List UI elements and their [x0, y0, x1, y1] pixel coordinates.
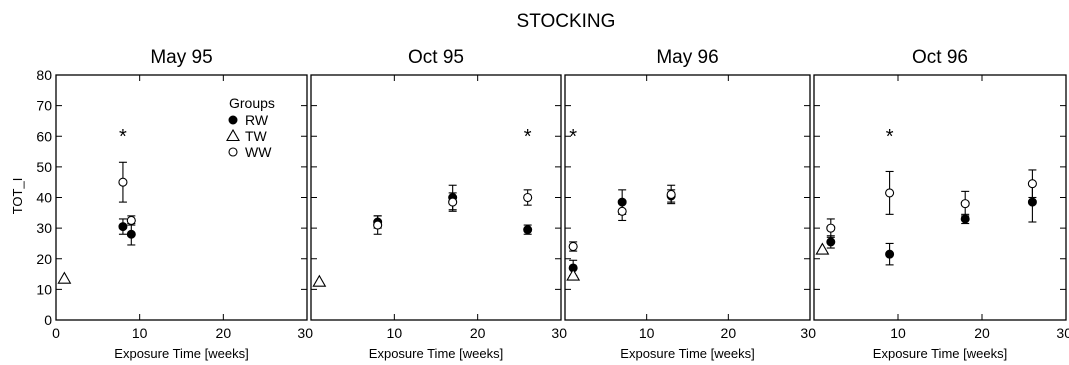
- y-tick-label: 50: [36, 159, 52, 175]
- legend-marker-tw: [226, 128, 240, 142]
- legend-label-ww: WW: [245, 144, 272, 160]
- point-ww: [666, 189, 676, 199]
- x-tick-label: 30: [297, 325, 313, 341]
- x-tick-label: 30: [551, 325, 567, 341]
- point-rw: [1027, 197, 1037, 207]
- point-rw: [523, 225, 533, 235]
- point-ww: [617, 206, 627, 216]
- x-tick-label: 20: [721, 325, 737, 341]
- point-rw: [118, 222, 128, 232]
- x-tick-label: 0: [52, 325, 60, 341]
- significance-marker: *: [886, 126, 894, 148]
- significance-marker: *: [119, 126, 127, 148]
- x-tick-label: 20: [470, 325, 486, 341]
- panel-title: May 96: [656, 47, 718, 68]
- y-tick-label: 30: [36, 220, 52, 236]
- point-ww: [1027, 179, 1037, 189]
- point-ww: [126, 215, 136, 226]
- plot-frame: [813, 74, 1067, 321]
- x-tick-label: 30: [1056, 325, 1069, 341]
- point-tw: [312, 274, 327, 287]
- y-tick-label: 20: [36, 251, 52, 267]
- y-tick-label: 40: [36, 190, 52, 206]
- point-ww: [448, 197, 458, 207]
- point-tw: [815, 242, 830, 255]
- panel-4: Oct 96 10 20 30 Exposure Time [weeks] *: [813, 47, 1069, 361]
- point-ww: [523, 192, 533, 203]
- point-ww: [373, 220, 383, 230]
- plot-frame: [564, 74, 811, 321]
- y-tick-label: 0: [44, 312, 52, 328]
- point-rw: [617, 197, 627, 207]
- legend-label-tw: TW: [245, 128, 268, 144]
- point-tw: [566, 268, 581, 281]
- point-ww: [885, 188, 895, 198]
- panel-title: Oct 95: [408, 47, 464, 68]
- x-axis-label: Exposure Time [weeks]: [369, 346, 503, 361]
- x-tick-label: 10: [639, 325, 655, 341]
- x-axis-label: Exposure Time [weeks]: [620, 346, 754, 361]
- legend-label-rw: RW: [245, 112, 269, 128]
- x-tick-label: 20: [974, 325, 990, 341]
- panel-2: Oct 95 10 20 30 Exposure Time [weeks] *: [310, 47, 567, 361]
- point-ww: [826, 223, 836, 233]
- y-axis-label: TOT_I: [10, 178, 25, 215]
- x-tick-label: 30: [800, 325, 816, 341]
- x-axis-label: Exposure Time [weeks]: [114, 346, 248, 361]
- legend-title: Groups: [229, 95, 275, 111]
- point-rw: [126, 229, 136, 239]
- point-ww: [118, 177, 128, 187]
- point-ww: [960, 199, 970, 209]
- point-ww: [568, 241, 578, 252]
- significance-marker: *: [569, 126, 577, 148]
- significance-marker: *: [524, 126, 532, 148]
- y-tick-label: 80: [36, 67, 52, 83]
- panel-1: May 95 0 10 20 30 40 50 60 70 80 0 10 20 30 Exposure T…: [36, 47, 313, 361]
- figure-title: STOCKING: [517, 11, 616, 32]
- point-tw: [57, 271, 72, 284]
- plot-frame: [310, 74, 562, 321]
- x-tick-label: 10: [387, 325, 403, 341]
- point-rw: [960, 214, 970, 224]
- x-tick-label: 10: [890, 325, 906, 341]
- panels: May 95 0 10 20 30 40 50 60 70 80 0 10 20 30 Exposure T…: [36, 47, 1069, 361]
- plot-frame: [55, 74, 308, 321]
- y-tick-label: 70: [36, 98, 52, 114]
- legend-marker-rw: [228, 115, 238, 125]
- point-rw: [885, 249, 895, 259]
- x-axis-label: Exposure Time [weeks]: [873, 346, 1007, 361]
- x-tick-label: 20: [216, 325, 232, 341]
- panel-title: May 95: [150, 47, 212, 68]
- legend-marker-ww: [228, 147, 238, 157]
- point-rw: [826, 237, 836, 247]
- y-tick-label: 10: [36, 281, 52, 297]
- panel-3: May 96 10 20 30 Exposure Time [weeks] *: [564, 47, 816, 361]
- x-tick-label: 10: [132, 325, 148, 341]
- panel-title: Oct 96: [912, 47, 968, 68]
- y-tick-label: 60: [36, 128, 52, 144]
